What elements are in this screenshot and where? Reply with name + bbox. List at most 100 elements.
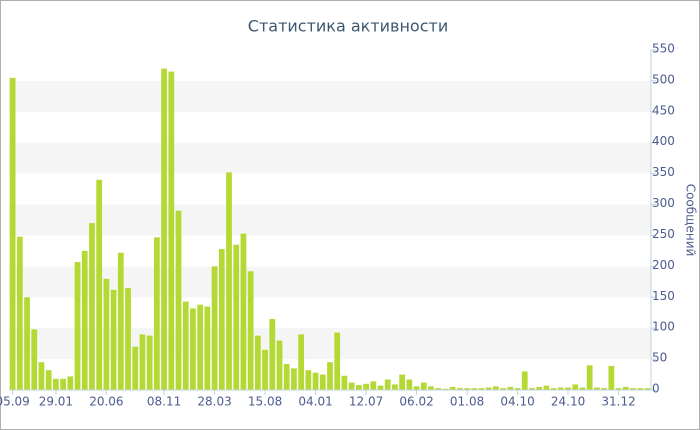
bar: [218, 249, 225, 390]
bar: [420, 382, 427, 390]
bar: [428, 386, 434, 390]
y-tick-label: 350: [652, 165, 675, 179]
bar: [96, 179, 103, 390]
bar: [637, 388, 644, 390]
bar: [456, 388, 463, 390]
bar: [521, 371, 528, 390]
x-tick-label: 05.09: [0, 395, 30, 409]
bar: [529, 388, 535, 390]
bar: [74, 262, 81, 390]
bar: [572, 384, 579, 390]
bar: [276, 340, 283, 390]
y-tick-label: 150: [652, 289, 675, 303]
bar: [435, 388, 442, 390]
bar: [406, 379, 413, 390]
bar: [507, 386, 514, 390]
bar: [399, 374, 406, 390]
bar: [442, 388, 449, 390]
bar: [254, 335, 261, 390]
x-tick-label: 04.01: [298, 395, 332, 409]
bar: [370, 381, 377, 390]
bar: [146, 335, 153, 390]
bar: [45, 370, 52, 390]
x-tick-label: 06.02: [399, 395, 433, 409]
bar: [449, 386, 456, 390]
bar: [291, 368, 297, 390]
x-tick-label: 08.11: [147, 395, 181, 409]
bar: [363, 383, 369, 390]
bar: [384, 379, 391, 390]
grid-band: [9, 204, 651, 236]
bar: [464, 388, 470, 390]
bar: [493, 386, 499, 390]
bar: [182, 301, 189, 390]
bar: [355, 385, 362, 390]
bar: [81, 250, 88, 390]
bar: [500, 388, 507, 390]
bar: [53, 378, 59, 390]
bar: [615, 388, 622, 390]
x-tick-label: 01.08: [450, 395, 484, 409]
bar: [269, 318, 276, 390]
y-tick-label: 450: [652, 103, 675, 117]
bar: [392, 384, 398, 390]
y-axis-label: Сообщений: [684, 184, 698, 257]
bar: [240, 233, 247, 390]
bar: [543, 385, 550, 390]
bar: [125, 288, 131, 390]
bar: [139, 334, 146, 390]
bar: [536, 386, 543, 390]
bar: [601, 388, 607, 390]
bar: [226, 172, 232, 390]
bar: [341, 375, 348, 390]
bar: [550, 388, 557, 390]
x-tick-label: 24.10: [551, 395, 585, 409]
y-tick-label: 400: [652, 134, 675, 148]
y-tick-label: 50: [652, 351, 667, 365]
bar: [348, 382, 355, 390]
x-tick-label: 28.03: [197, 395, 231, 409]
bar: [211, 266, 218, 390]
y-tick-label: 250: [652, 227, 675, 241]
bar: [478, 388, 485, 390]
bar: [24, 297, 30, 390]
bar: [622, 386, 629, 390]
y-tick-label: 300: [652, 196, 675, 210]
y-tick-label: 500: [652, 72, 675, 86]
bar: [153, 237, 160, 390]
bar: [305, 370, 312, 390]
bar: [586, 365, 593, 390]
bar: [485, 387, 492, 390]
y-tick-label: 100: [652, 320, 675, 334]
y-tick-label: 0: [652, 382, 660, 396]
bar: [38, 362, 45, 390]
bar: [283, 364, 290, 390]
bar: [319, 374, 326, 390]
bar: [103, 278, 110, 390]
bar: [298, 334, 305, 390]
grid-band: [9, 142, 651, 174]
bar: [413, 386, 420, 390]
bar: [197, 304, 204, 390]
bar: [471, 388, 478, 390]
bar: [190, 308, 196, 390]
bar: [204, 306, 211, 390]
bar: [327, 362, 333, 390]
bar: [233, 244, 240, 390]
bar: [630, 388, 636, 390]
chart-title: Статистика активности: [248, 17, 448, 36]
bar: [16, 236, 23, 390]
bar: [60, 378, 66, 390]
bar: [514, 388, 521, 390]
x-tick-label: 12.07: [349, 395, 383, 409]
bar: [377, 385, 384, 390]
bar: [110, 289, 117, 390]
x-tick-label: 15.08: [248, 395, 282, 409]
bar: [262, 349, 268, 390]
bar: [117, 252, 124, 390]
bar: [175, 210, 182, 390]
bar: [161, 68, 167, 390]
bar: [312, 372, 319, 390]
bar: [565, 387, 571, 390]
y-tick-label: 550: [652, 42, 675, 56]
